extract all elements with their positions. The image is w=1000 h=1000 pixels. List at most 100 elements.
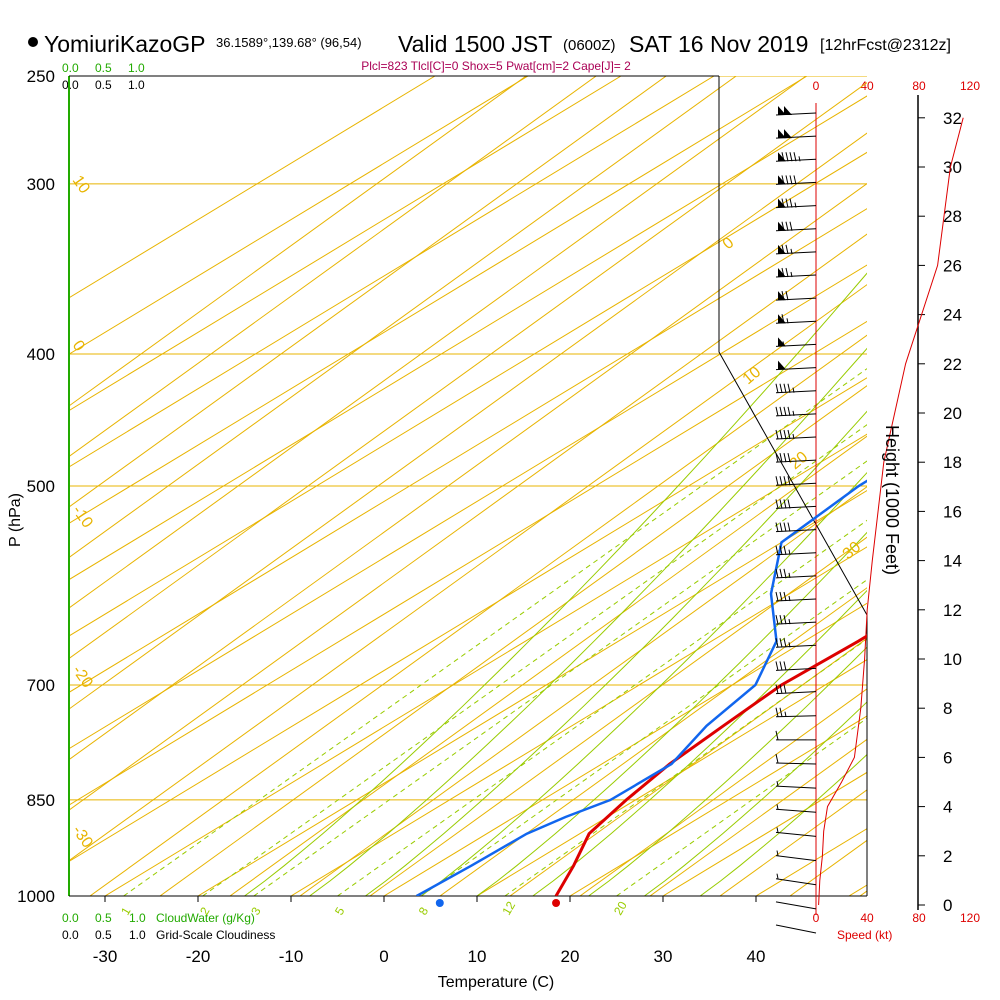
adiabat-line [299,486,867,896]
barb-shaft [775,667,817,671]
speed-tick: 40 [860,911,874,925]
adiabat-line [159,385,867,896]
wind-barb [775,198,817,209]
barb-flag [787,429,791,440]
mixing-ratio-label: 20 [611,899,630,918]
adiabat-line [89,334,867,896]
barb-flag [783,684,787,694]
wind-barb [775,873,817,886]
isotherm-line [476,659,867,896]
barb-flag [785,221,789,231]
barb-half-flag [792,387,795,393]
barb-flag [779,476,783,486]
temp-tick-label: -10 [279,947,304,966]
barb-flag [783,499,787,509]
pressure-tick-label: 500 [27,477,55,496]
barb-flag [779,383,783,393]
barb-shaft [775,808,817,813]
valid-zulu: (0600Z) [563,37,616,54]
mixing-ratio-label: 12 [499,899,518,918]
barb-half-flag [790,248,793,254]
barb-flag [783,545,787,555]
barb-shaft [775,390,817,394]
height-tick-label: 22 [943,355,962,374]
wind-barb [775,244,817,255]
mixing-ratio-label: 5 [332,904,348,917]
wind-barb [775,684,817,695]
cl-tick: 0.5 [95,78,112,92]
barb-flag [779,638,783,648]
wind-barb [775,383,817,394]
speed-tick: 0 [813,911,820,925]
adiabat-label: 10 [740,364,765,389]
isotherm-line [69,320,867,806]
barb-half-flag [788,619,791,625]
mixing-ratio-line [337,519,867,896]
barb-flag [785,198,789,208]
profiles-layer [415,479,867,896]
dewpoint-line [415,479,867,896]
valid-date: SAT 16 Nov 2019 [629,31,808,57]
wind-barb [775,476,817,486]
barb-shaft [775,855,817,862]
wind-barb [775,568,817,579]
speed-tick: 120 [960,911,980,925]
speed-tick: 0 [813,79,820,93]
y-axis-title: P (hPa) [7,493,24,547]
pressure-tick-label: 300 [27,175,55,194]
height-tick-label: 20 [943,404,962,423]
barb-shaft [775,505,817,509]
isotherm-line [569,715,867,896]
cloudwater-label: CloudWater (g/Kg) [156,911,255,925]
barb-flag [779,661,783,671]
barb-half-flag [792,410,795,416]
barb-shaft [775,691,817,695]
adiabat-label: 0 [720,234,738,253]
wind-barb [775,638,817,648]
barb-flag [775,429,779,440]
barb-flag [781,152,785,162]
barb-flag [779,615,783,625]
barb-half-flag [776,873,779,879]
barb-flag [775,453,779,463]
wind-barb [775,406,817,417]
barb-half-flag [788,642,791,648]
cl-tick: 1.0 [129,928,146,942]
barb-flag [779,429,783,440]
cl-tick: 0.5 [95,928,112,942]
wind-barb [775,499,817,509]
barb-half-flag [786,318,789,324]
barb-flag [783,383,787,393]
barb-shaft [775,644,817,648]
barb-flag [775,661,779,671]
speed-tick: 40 [860,79,874,93]
isotherm-line [848,884,867,896]
wind-barb [775,850,817,862]
height-tick-label: 30 [943,158,962,177]
temp-tick-label: 20 [561,947,580,966]
barb-half-flag [776,850,779,856]
barb-shaft [775,459,817,463]
moist-adiabat-line [644,701,867,896]
cw-tick: 1.0 [128,61,145,75]
barb-flag [787,453,791,463]
barb-half-flag [782,341,785,347]
barb-flag [781,314,785,324]
height-tick-label: 6 [943,748,952,767]
wind-barb [775,360,817,371]
top-cloudwater-scale: 0.0 0.5 1.0 0.0 0.5 1.0 [62,61,145,92]
barb-flag [787,383,791,393]
barb-half-flag [790,271,793,278]
barb-pennant [778,360,786,370]
barb-flag [789,152,793,162]
mixing-ratio-line [504,638,867,896]
barb-shaft [775,529,817,533]
grid-layer [69,76,867,896]
barb-flag [783,638,787,648]
adiabat-line [69,81,867,660]
height-tick-label: 14 [943,552,962,571]
wind-barb [775,221,817,232]
barb-flag [783,522,787,532]
barb-flag [789,221,793,231]
